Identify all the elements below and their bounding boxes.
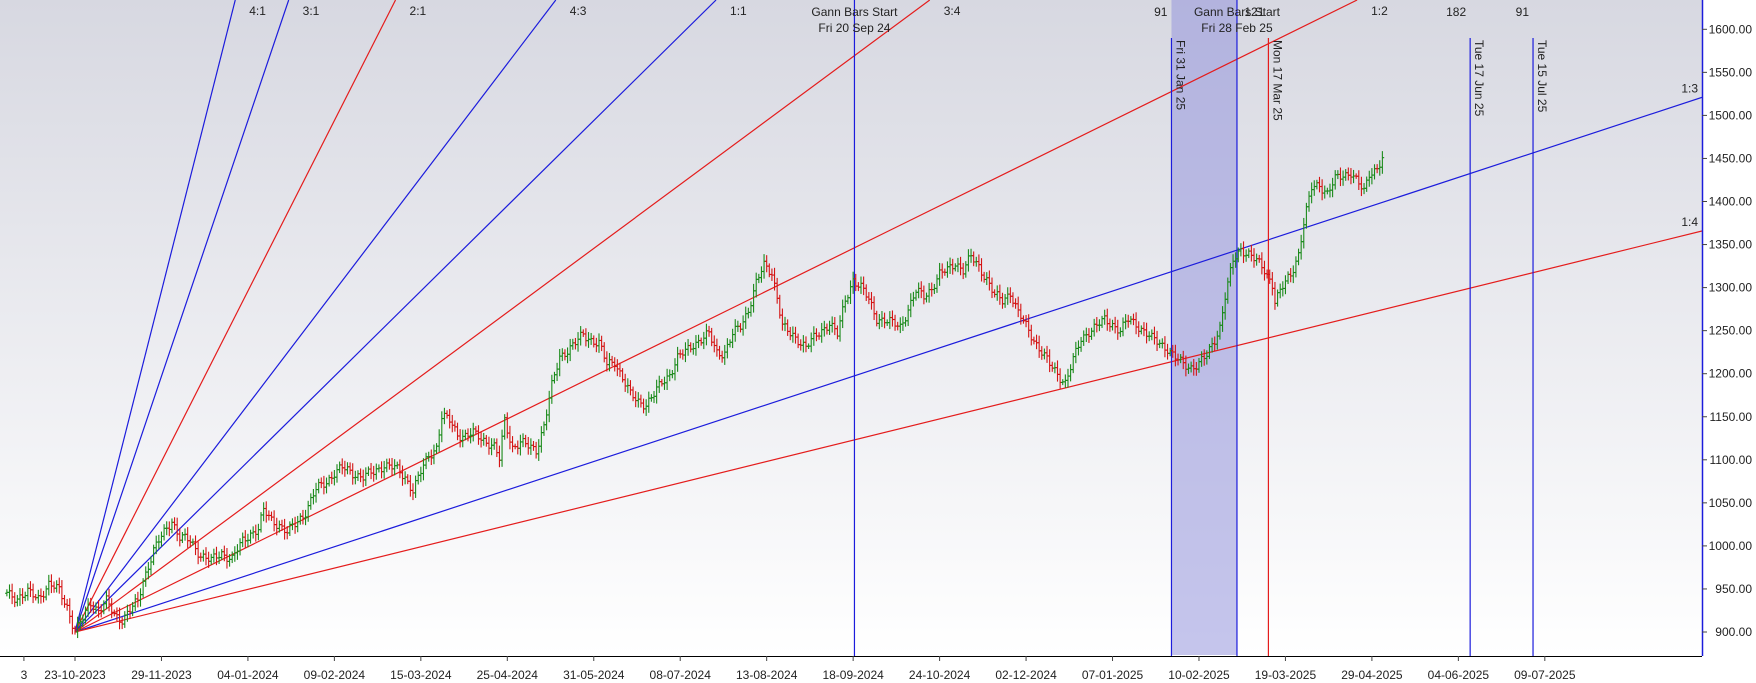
time-marker-date: Mon 17 Mar 25 — [1270, 40, 1284, 121]
time-marker-count: 91 — [1154, 5, 1168, 19]
time-marker-title: Gann Bars Start — [811, 5, 898, 19]
gann-line-label: 1:4 — [1681, 215, 1698, 229]
x-tick-label: 09-07-2025 — [1514, 668, 1576, 682]
x-tick-label: 24-10-2024 — [909, 668, 971, 682]
y-tick-label: 1250.00 — [1709, 324, 1753, 338]
gann-line-3-4 — [74, 0, 931, 633]
x-tick-label: 19-03-2025 — [1255, 668, 1317, 682]
y-tick-label: 1600.00 — [1709, 22, 1753, 36]
gann-line-1-3 — [74, 96, 1702, 633]
plot-background — [0, 0, 1702, 656]
y-tick-label: 1550.00 — [1709, 65, 1753, 79]
gann-line-1-1 — [74, 0, 717, 633]
y-tick-label: 1350.00 — [1709, 238, 1753, 252]
gann-line-2-1 — [74, 0, 397, 633]
gann-line-label: 1:2 — [1371, 4, 1388, 18]
y-tick-label: 1500.00 — [1709, 108, 1753, 122]
gann-line-label: 4:3 — [570, 4, 587, 18]
x-tick-label: 09-02-2024 — [304, 668, 366, 682]
y-tick-label: 900.00 — [1715, 625, 1752, 639]
time-marker-date: Tue 17 Jun 25 — [1472, 40, 1486, 117]
x-tick-label: 04-01-2024 — [217, 668, 279, 682]
time-marker-count: 121 — [1244, 5, 1264, 19]
y-tick-label: 1000.00 — [1709, 539, 1753, 553]
time-marker-count: 91 — [1516, 5, 1530, 19]
time-marker-date: Tue 15 Jul 25 — [1535, 40, 1549, 113]
x-tick-label: 08-07-2024 — [650, 668, 712, 682]
x-tick-label: 25-04-2024 — [477, 668, 539, 682]
y-tick-label: 1050.00 — [1709, 496, 1753, 510]
y-tick-label: 1200.00 — [1709, 367, 1753, 381]
axis-background — [1702, 0, 1756, 683]
y-tick-label: 1400.00 — [1709, 195, 1753, 209]
x-tick-label: 31-05-2024 — [563, 668, 625, 682]
time-marker-date: Fri 20 Sep 24 — [818, 21, 890, 35]
x-tick-label: 02-12-2024 — [995, 668, 1057, 682]
x-tick-label: 18-09-2024 — [822, 668, 884, 682]
gann-line-label: 1:1 — [730, 4, 747, 18]
x-tick-label: 13-08-2024 — [736, 668, 798, 682]
gann-line-label: 2:1 — [410, 4, 427, 18]
time-marker-date: Fri 28 Feb 25 — [1201, 21, 1273, 35]
gann-line-label: 1:3 — [1681, 81, 1698, 95]
x-tick-label: 29-11-2023 — [131, 668, 192, 682]
gann-line-4-3 — [74, 0, 557, 633]
x-tick-label: 3 — [21, 668, 28, 682]
gann-line-1-4 — [74, 230, 1702, 633]
gann-line-label: 3:4 — [944, 4, 961, 18]
y-tick-label: 1150.00 — [1710, 410, 1753, 424]
y-tick-label: 950.00 — [1715, 582, 1752, 596]
y-tick-label: 1100.00 — [1710, 453, 1753, 467]
x-tick-label: 23-10-2023 — [44, 668, 106, 682]
gann-line-label: 3:1 — [303, 4, 320, 18]
x-tick-label: 10-02-2025 — [1168, 668, 1230, 682]
y-tick-label: 1300.00 — [1709, 281, 1753, 295]
x-tick-label: 15-03-2024 — [390, 668, 452, 682]
time-marker-date: Fri 31 Jan 25 — [1173, 40, 1187, 110]
gann-line-3-1 — [74, 0, 290, 633]
y-tick-label: 1450.00 — [1709, 151, 1753, 165]
x-tick-label: 29-04-2025 — [1341, 668, 1403, 682]
time-marker-count: 182 — [1446, 5, 1466, 19]
gann-line-1-2 — [74, 0, 1358, 633]
bottom-axis-background — [0, 656, 1702, 683]
x-tick-label: 07-01-2025 — [1082, 668, 1144, 682]
shaded-time-range — [1171, 0, 1237, 655]
time-marker-title: Gann Bars Start — [1194, 5, 1281, 19]
gann-line-label: 4:1 — [249, 4, 266, 18]
x-tick-label: 04-06-2025 — [1428, 668, 1490, 682]
gann-line-4-1 — [74, 0, 236, 633]
